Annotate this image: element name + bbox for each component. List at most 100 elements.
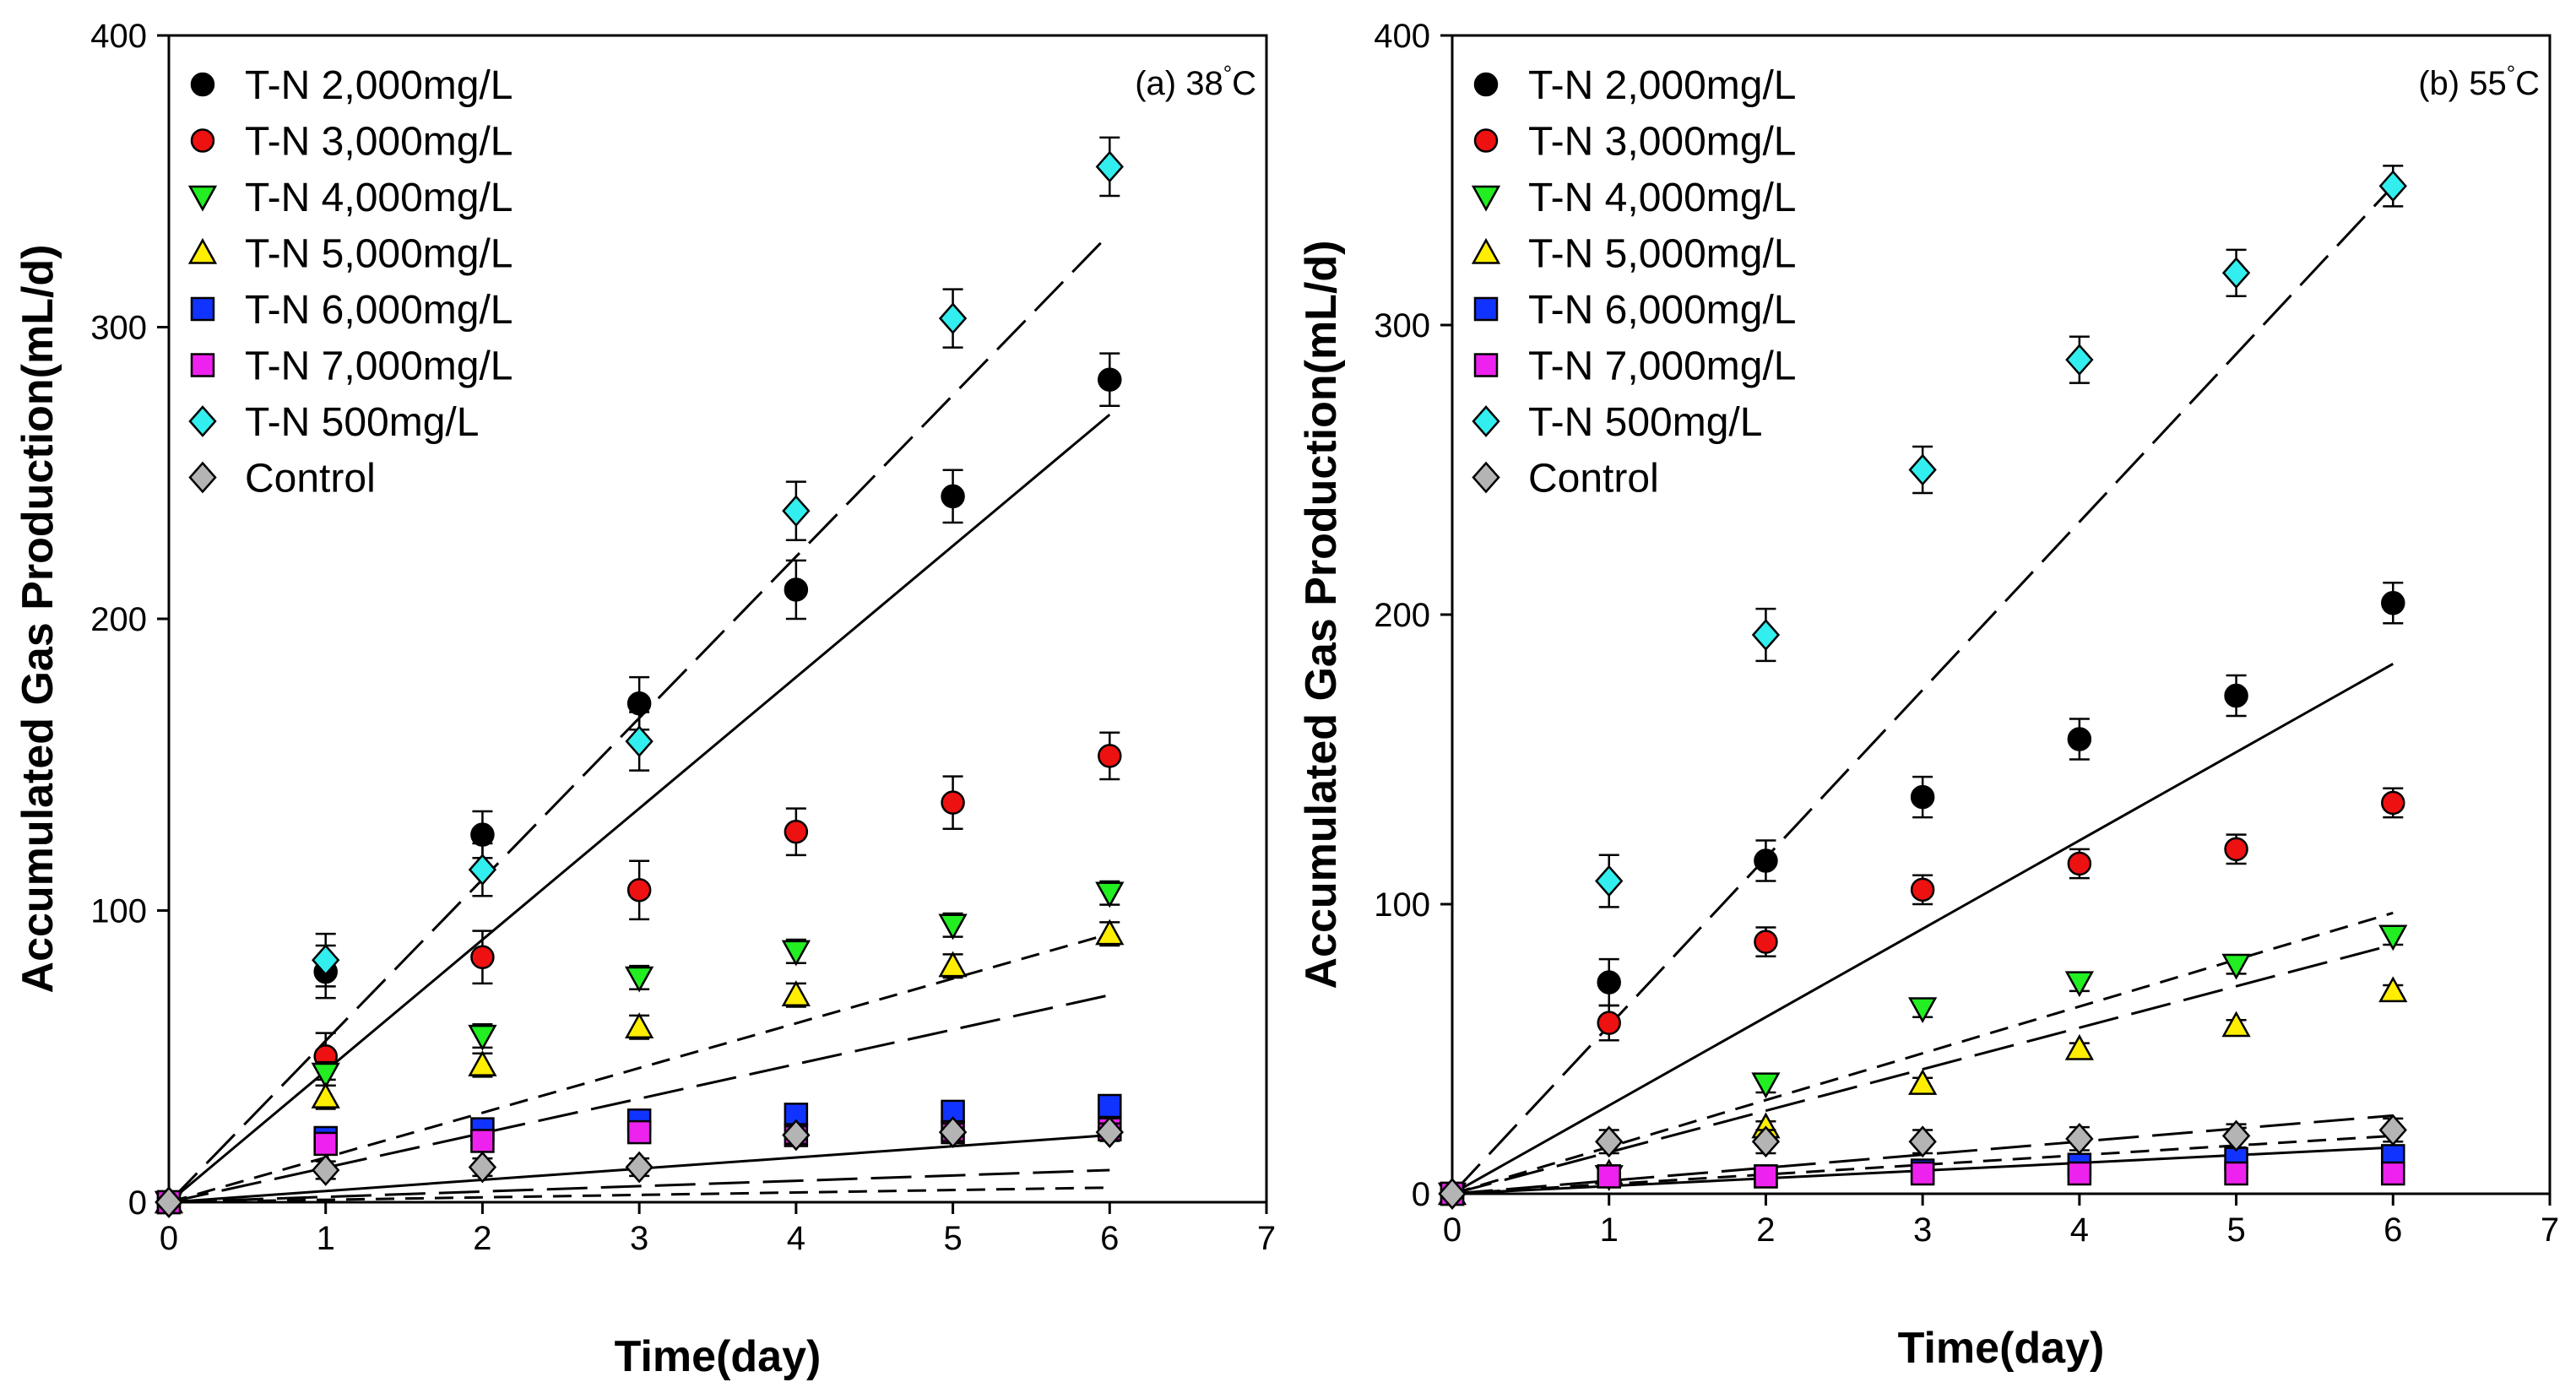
data-point [1908,997,1938,1024]
x-axis-title: Time(day) [615,1332,822,1381]
data-point [1098,367,1122,392]
data-point [1095,881,1125,908]
data-point [312,944,340,977]
legend-label-t-n-7-000mg-l: T-N 7,000mg/L [1528,344,1796,389]
legend-label-t-n-4-000mg-l: T-N 4,000mg/L [1528,176,1796,220]
data-point [2064,971,2094,998]
data-point [2378,1114,2407,1146]
data-point [1095,150,1124,183]
data-point [1595,865,1624,897]
x-tick-label: 2 [473,1220,491,1257]
legend-marker-t-n-7-000mg-l [1473,353,1499,377]
degree-symbol: ° [2507,61,2515,86]
legend-marker-t-n-500mg-l [188,405,217,437]
data-point [470,822,495,847]
data-point [938,913,968,940]
legend-marker-t-n-6-000mg-l [1473,296,1499,322]
data-point [311,1062,340,1089]
data-point [781,940,811,967]
data-point [625,725,653,757]
legend-label-control: Control [1528,457,1659,501]
x-tick-label: 6 [2383,1211,2402,1249]
data-point [468,854,497,886]
legend-marker-t-n-6-000mg-l [190,296,215,322]
data-point [1438,1178,1467,1210]
legend-label-t-n-2-000mg-l: T-N 2,000mg/L [1528,63,1796,108]
data-point [625,966,654,993]
data-point [312,1154,340,1186]
fit-line-t-n-7-000mg-l [168,1186,1110,1204]
legend-marker-t-n-5-000mg-l [187,237,218,264]
data-point [2064,1033,2094,1060]
data-point [782,1119,811,1152]
data-point [2381,1161,2405,1186]
data-point [2065,1122,2094,1155]
data-point [1095,919,1125,946]
fit-line-t-n-2-000mg-l [168,413,1111,1204]
fit-line-t-n-500mg-l [1451,185,2394,1195]
legend-label-t-n-500mg-l: T-N 500mg/L [1528,400,1762,445]
data-point [311,1082,340,1108]
y-axis-title: Accumulated Gas Production(mL/d) [1297,241,1346,989]
legend-label-t-n-3-000mg-l: T-N 3,000mg/L [245,120,512,165]
data-point [625,1012,654,1038]
x-tick-label: 0 [160,1220,178,1257]
legend: T-N 2,000mg/L T-N 3,000mg/L T-N 4,000mg/L T… [1471,63,1796,501]
data-point [784,577,809,602]
legend-marker-control [1472,461,1500,494]
y-tick-label: 400 [1374,18,1430,55]
chart-panel-b: 0 1 2 3 4 5 6 7 0 100 200 300 400 Time(day) Accumulate… [1297,18,2559,1373]
x-tick-label: 5 [943,1220,962,1257]
legend-label-t-n-6-000mg-l: T-N 6,000mg/L [1528,288,1796,333]
legend-label-t-n-2-000mg-l: T-N 2,000mg/L [245,63,512,108]
data-point [941,484,965,509]
data-point [938,1116,968,1148]
legend-label-t-n-500mg-l: T-N 500mg/L [245,400,479,445]
panel-annotation: (b) 55°C [2418,61,2540,102]
y-axis: 0 100 200 300 400 [1374,18,1452,1213]
data-point [2378,170,2407,203]
data-point [2224,1161,2248,1186]
y-axis-title: Accumulated Gas Production(mL/d) [14,245,62,994]
legend-label-t-n-6-000mg-l: T-N 6,000mg/L [245,288,512,333]
data-point [626,691,652,716]
data-point [1751,1125,1781,1158]
x-tick-label: 1 [1600,1211,1619,1249]
x-tick-label: 7 [1257,1220,1276,1257]
legend-marker-t-n-4-000mg-l [1471,185,1501,212]
data-point [1910,877,1935,902]
data-point [470,1129,495,1153]
legend-marker-t-n-7-000mg-l [190,353,215,377]
data-point [941,790,965,815]
data-point [1910,1161,1935,1186]
y-tick-label: 200 [1374,597,1430,634]
x-tick-label: 3 [630,1220,648,1257]
data-point [2067,851,2092,876]
x-axis-title: Time(day) [1898,1324,2105,1373]
y-axis: 0 100 200 300 400 [90,18,169,1222]
x-tick-label: 1 [317,1220,335,1257]
x-axis: 0 1 2 3 4 5 6 7 [1443,1194,2559,1249]
panel-label: (a) 38 [1135,65,1223,102]
y-tick-label: 400 [90,18,147,55]
data-point [2378,924,2408,951]
panel-annotation: (a) 38°C [1135,61,1256,102]
data-point [2065,344,2094,377]
fit-line-t-n-2-000mg-l [1451,663,2394,1195]
data-point [1751,619,1781,651]
temperature-unit: C [2515,65,2540,102]
data-point [1098,744,1122,768]
data-point [2221,257,2251,290]
x-tick-label: 3 [1913,1211,1932,1249]
fit-line-t-n-6-000mg-l [168,1168,1110,1204]
legend-marker-t-n-5-000mg-l [1471,237,1501,264]
data-point [626,878,652,902]
data-point [782,495,811,528]
data-point [626,1119,652,1145]
data-point [2221,1119,2251,1152]
legend-marker-t-n-2-000mg-l [190,72,215,97]
panel-label: (b) 55 [2418,65,2507,102]
data-point [1754,848,1778,873]
data-point [1910,784,1935,810]
